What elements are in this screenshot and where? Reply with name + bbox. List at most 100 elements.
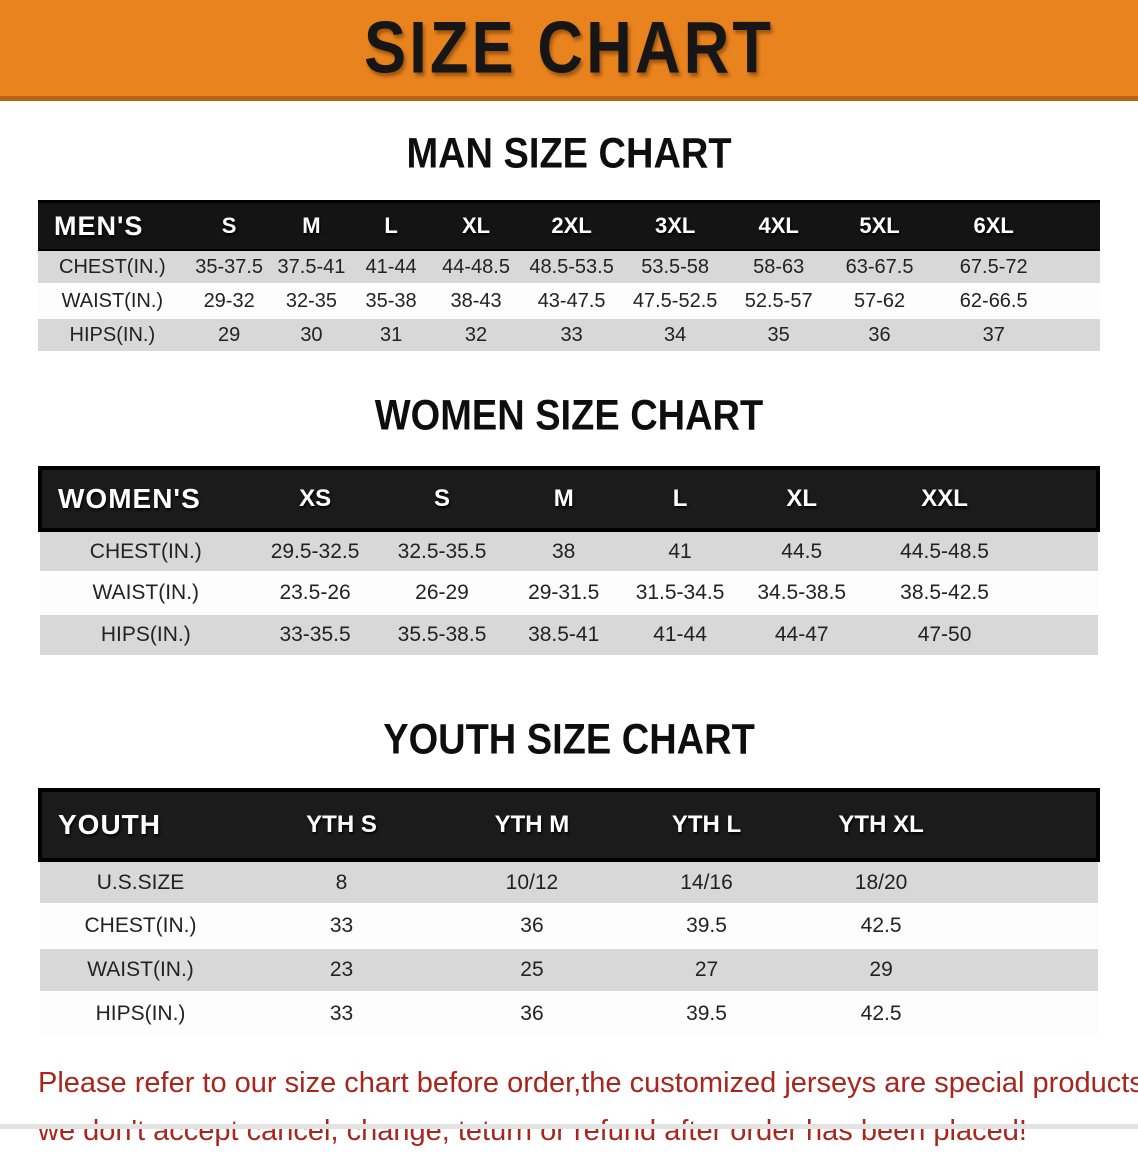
row-label: CHEST(IN.) (38, 250, 187, 285)
size-cell: 29.5-32.5 (251, 530, 379, 573)
men-size-table: MEN'S S M L XL 2XL 3XL 4XL 5XL 6XL CHEST(IN.) 35-3… (38, 200, 1100, 353)
section-women: WOMEN SIZE CHART WOMEN'S XS S M L XL XXL CHEST… (38, 392, 1101, 657)
size-cell: 38-43 (430, 284, 522, 319)
size-cell: 10/12 (442, 860, 622, 905)
size-column-header: 3XL (622, 200, 729, 251)
size-cell: 29-32 (186, 284, 272, 319)
size-cell: 33 (521, 318, 623, 353)
size-cell: 35 (728, 318, 830, 353)
cell-filler (971, 860, 1098, 905)
size-cell: 42.5 (791, 992, 972, 1037)
cell-filler (971, 948, 1098, 993)
table-row: WAIST(IN.) 23 25 27 29 (40, 948, 1098, 993)
size-column-header: YTH L (621, 788, 792, 862)
men-table-body: CHEST(IN.) 35-37.5 37.5-41 41-44 44-48.5 48.5… (38, 250, 1100, 353)
size-cell: 34.5-38.5 (738, 572, 866, 615)
size-cell: 36 (442, 904, 622, 949)
size-cell: 26-29 (378, 572, 506, 615)
women-section-title: WOMEN SIZE CHART (374, 392, 764, 440)
cell-filler (1023, 530, 1098, 573)
bottom-edge-strip (0, 1124, 1138, 1129)
size-column-header: L (621, 466, 739, 532)
table-header-label: YOUTH (37, 788, 242, 862)
size-column-header: XL (738, 466, 866, 532)
table-header-row: WOMEN'S XS S M L XL XXL (38, 466, 1101, 532)
size-cell: 52.5-57 (728, 284, 830, 319)
size-cell: 44-48.5 (430, 250, 522, 285)
size-cell: 53.5-58 (622, 250, 729, 285)
youth-section-title: YOUTH SIZE CHART (383, 716, 755, 764)
size-cell: 48.5-53.5 (521, 250, 623, 285)
table-row: CHEST(IN.) 29.5-32.5 32.5-35.5 38 41 44.5 44.5… (40, 530, 1098, 573)
size-column-header: YTH S (241, 788, 443, 862)
size-cell: 57-62 (829, 284, 930, 319)
size-cell: 38.5-41 (505, 614, 622, 657)
men-section-title: MAN SIZE CHART (406, 130, 732, 178)
size-cell: 29-31.5 (505, 572, 622, 615)
size-cell: 62-66.5 (929, 284, 1058, 319)
size-cell: 35-38 (351, 284, 431, 319)
table-row: WAIST(IN.) 23.5-26 26-29 29-31.5 31.5-34.5 34… (40, 572, 1098, 615)
header-filler (1023, 466, 1101, 532)
women-size-table: WOMEN'S XS S M L XL XXL CHEST(IN.) 29.5-32.5 32.… (38, 466, 1101, 657)
size-cell: 37 (929, 318, 1058, 353)
women-table-body: CHEST(IN.) 29.5-32.5 32.5-35.5 38 41 44.5 44.5… (40, 530, 1098, 657)
size-cell: 34 (622, 318, 729, 353)
size-cell: 44.5-48.5 (865, 530, 1024, 573)
cell-filler (1057, 318, 1100, 353)
cell-filler (971, 904, 1098, 949)
size-cell: 23.5-26 (251, 572, 379, 615)
size-column-header: XXL (865, 466, 1024, 532)
size-column-header: S (186, 200, 272, 251)
table-header-label: WOMEN'S (38, 466, 252, 532)
row-label: WAIST(IN.) (40, 948, 242, 993)
size-cell: 29 (186, 318, 272, 353)
size-column-header: YTH M (442, 788, 622, 862)
size-cell: 33 (241, 904, 443, 949)
content: MAN SIZE CHART MEN'S S M L XL 2XL 3XL 4XL 5XL 6XL… (0, 130, 1138, 1037)
banner-title: SIZE CHART (363, 7, 775, 89)
size-cell: 32-35 (271, 284, 352, 319)
size-cell: 31.5-34.5 (621, 572, 739, 615)
disclaimer-line-2: we don't accept cancel, change, teturn o… (38, 1115, 1027, 1147)
table-row: HIPS(IN.) 29 30 31 32 33 34 35 36 37 (38, 318, 1100, 353)
cell-filler (1057, 284, 1100, 319)
size-column-header: YTH XL (791, 788, 972, 862)
size-cell: 18/20 (791, 860, 972, 905)
banner: SIZE CHART (0, 0, 1138, 101)
size-column-header: XS (251, 466, 379, 532)
table-row: HIPS(IN.) 33 36 39.5 42.5 (40, 992, 1098, 1037)
size-cell: 32.5-35.5 (378, 530, 506, 573)
row-label: HIPS(IN.) (38, 318, 187, 353)
table-row: HIPS(IN.) 33-35.5 35.5-38.5 38.5-41 41-44 44-… (40, 614, 1098, 657)
size-cell: 31 (351, 318, 431, 353)
table-header-row: YOUTH YTH S YTH M YTH L YTH XL (37, 788, 1100, 862)
size-cell: 58-63 (728, 250, 830, 285)
size-column-header: L (351, 200, 431, 251)
cell-filler (1023, 614, 1098, 657)
size-cell: 43-47.5 (521, 284, 623, 319)
size-cell: 30 (271, 318, 352, 353)
size-cell: 44-47 (738, 614, 866, 657)
size-cell: 33 (241, 992, 443, 1037)
size-column-header: S (378, 466, 506, 532)
size-cell: 42.5 (791, 904, 972, 949)
youth-size-table: YOUTH YTH S YTH M YTH L YTH XL U.S.SIZE 8 10/1… (37, 788, 1100, 1037)
size-cell: 37.5-41 (271, 250, 352, 285)
size-cell: 67.5-72 (929, 250, 1058, 285)
section-youth: YOUTH SIZE CHART YOUTH YTH S YTH M YTH L YTH… (37, 716, 1100, 1037)
women-table-header: WOMEN'S XS S M L XL XXL (38, 466, 1101, 532)
row-label: U.S.SIZE (40, 860, 242, 905)
row-label: HIPS(IN.) (40, 614, 252, 657)
size-cell: 38 (505, 530, 622, 573)
size-cell: 29 (791, 948, 972, 993)
table-row: CHEST(IN.) 33 36 39.5 42.5 (40, 904, 1098, 949)
size-cell: 36 (442, 992, 622, 1037)
size-cell: 33-35.5 (251, 614, 379, 657)
size-cell: 39.5 (621, 904, 792, 949)
size-column-header: M (271, 200, 352, 251)
cell-filler (1023, 572, 1098, 615)
size-cell: 38.5-42.5 (865, 572, 1024, 615)
size-cell: 41 (621, 530, 739, 573)
